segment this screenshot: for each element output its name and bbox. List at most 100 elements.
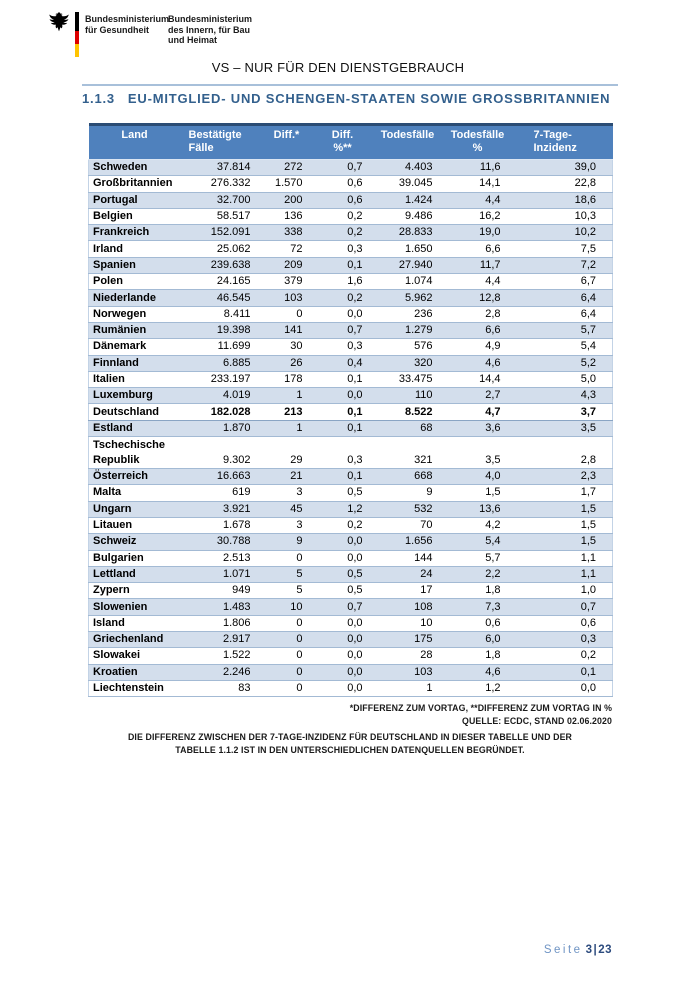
table-row: Spanien 239.638 209 0,1 27.940 11,7 7,2 xyxy=(88,257,613,275)
country-name-cell: Island xyxy=(88,615,181,633)
value-cell: 1,0 xyxy=(512,582,613,600)
value-cell: 103 xyxy=(260,289,313,307)
value-cell: 4,0 xyxy=(442,468,513,486)
value-cell: 182.028 xyxy=(180,403,261,421)
value-cell: 272 xyxy=(260,159,313,177)
country-name-cell: Lettland xyxy=(88,566,181,584)
value-cell: 24 xyxy=(372,566,443,584)
table-row: Luxemburg 4.019 1 0,0 110 2,7 4,3 xyxy=(88,387,613,405)
value-cell: 10 xyxy=(372,615,443,633)
table-row: Zypern 949 5 0,5 17 1,8 1,0 xyxy=(88,582,613,600)
value-cell: 1,5 xyxy=(512,501,613,518)
country-name-cell: Luxemburg xyxy=(88,387,181,405)
value-cell: 0,0 xyxy=(312,615,373,633)
value-cell: 11,6 xyxy=(442,159,513,177)
value-cell: 3 xyxy=(260,517,313,535)
value-cell: 28.833 xyxy=(372,224,443,242)
value-cell: 1,8 xyxy=(442,647,513,665)
value-cell: 1.424 xyxy=(372,192,443,209)
table-row: Frankreich 152.091 338 0,2 28.833 19,0 10,2 xyxy=(88,224,613,242)
value-cell: 11.699 xyxy=(180,338,261,356)
table-row: Dänemark 11.699 30 0,3 576 4,9 5,4 xyxy=(88,338,613,356)
value-cell: 4.403 xyxy=(372,159,443,177)
country-name-cell: Zypern xyxy=(88,582,181,600)
value-cell: 0,3 xyxy=(312,240,373,258)
page-number: Seite 3|23 xyxy=(544,944,612,956)
value-cell: 22,8 xyxy=(512,175,613,193)
value-cell: 1,2 xyxy=(312,501,373,518)
country-name-cell: Liechtenstein xyxy=(88,680,181,698)
value-cell: 5.962 xyxy=(372,289,443,307)
value-cell: 3,6 xyxy=(442,420,513,438)
table-row: Finnland 6.885 26 0,4 320 4,6 5,2 xyxy=(88,355,613,372)
value-cell: 0,7 xyxy=(512,598,613,616)
value-cell: 0 xyxy=(260,647,313,665)
value-cell: 136 xyxy=(260,208,313,226)
value-cell: 2,8 xyxy=(442,306,513,323)
value-cell: 0,2 xyxy=(312,517,373,535)
country-name-cell: Portugal xyxy=(88,192,181,209)
value-cell: 45 xyxy=(260,501,313,518)
page-label: Seite xyxy=(543,944,583,956)
country-name-cell: Polen xyxy=(88,273,181,291)
country-name-cell: Schweden xyxy=(88,159,181,177)
value-cell: 0,6 xyxy=(442,615,513,633)
value-cell: 1,6 xyxy=(312,273,373,291)
value-cell: 0 xyxy=(260,680,313,698)
value-cell: 27.940 xyxy=(372,257,443,275)
column-header-text: Diff.* xyxy=(273,129,300,141)
page-total: 23 xyxy=(598,944,612,956)
value-cell: 3 xyxy=(260,484,313,502)
country-name-cell: Kroatien xyxy=(88,664,181,681)
value-cell: 0,5 xyxy=(312,566,373,584)
value-cell: 46.545 xyxy=(180,289,261,307)
value-cell: 83 xyxy=(180,680,261,698)
ministry-health-line: für Gesundheit xyxy=(85,24,150,35)
table-row: Ungarn 3.921 45 1,2 532 13,6 1,5 xyxy=(88,501,613,518)
value-cell: 668 xyxy=(372,468,443,486)
country-name-cell: Großbritannien xyxy=(88,175,181,193)
page-separator: | xyxy=(593,944,598,956)
column-header-diff-percent: Diff. %** xyxy=(312,123,373,160)
value-cell: 6,0 xyxy=(442,631,513,649)
value-cell: 2.917 xyxy=(180,631,261,649)
value-cell: 3.921 xyxy=(180,501,261,518)
value-cell: 239.638 xyxy=(180,257,261,275)
table-row: Italien 233.197 178 0,1 33.475 14,4 5,0 xyxy=(88,371,613,389)
value-cell: 175 xyxy=(372,631,443,649)
value-cell: 19,0 xyxy=(442,224,513,242)
value-cell: 2.513 xyxy=(180,550,261,567)
value-cell: 29 xyxy=(260,436,313,470)
value-cell: 1,7 xyxy=(512,484,613,502)
value-cell: 152.091 xyxy=(180,224,261,242)
value-cell: 9 xyxy=(260,533,313,551)
value-cell: 26 xyxy=(260,355,313,372)
value-cell: 1 xyxy=(260,387,313,405)
value-cell: 0,0 xyxy=(312,387,373,405)
ministry-interior-line: Bundesministerium xyxy=(168,14,253,24)
value-cell: 4,9 xyxy=(442,338,513,356)
value-cell: 2,2 xyxy=(442,566,513,584)
column-header-diff: Diff.* xyxy=(260,123,313,160)
table-row: Lettland 1.071 5 0,5 24 2,2 1,1 xyxy=(88,566,613,584)
value-cell: 0,1 xyxy=(312,468,373,486)
value-cell: 0,7 xyxy=(312,322,373,340)
column-header-7day-incidence: 7-Tage- Inzidenz xyxy=(512,123,613,160)
country-name-cell: Niederlande xyxy=(88,289,181,307)
country-name-cell: Slowakei xyxy=(88,647,181,665)
country-name-cell: Belgien xyxy=(88,208,181,226)
flag-red-stripe xyxy=(75,31,79,44)
column-header-text: Inzidenz xyxy=(533,142,577,154)
table-row: Tschechische Republik 9.302 29 0,3 321 3,5 2,8 xyxy=(88,436,613,470)
value-cell: 4,3 xyxy=(512,387,613,405)
value-cell: 6,7 xyxy=(512,273,613,291)
divider-rule xyxy=(82,84,618,86)
value-cell: 19.398 xyxy=(180,322,261,340)
value-cell: 8.522 xyxy=(372,403,443,421)
value-cell: 0,7 xyxy=(312,159,373,177)
value-cell: 1,5 xyxy=(512,533,613,551)
country-name-cell: Norwegen xyxy=(88,306,181,323)
value-cell: 6.885 xyxy=(180,355,261,372)
value-cell: 2,3 xyxy=(512,468,613,486)
value-cell: 5,7 xyxy=(512,322,613,340)
